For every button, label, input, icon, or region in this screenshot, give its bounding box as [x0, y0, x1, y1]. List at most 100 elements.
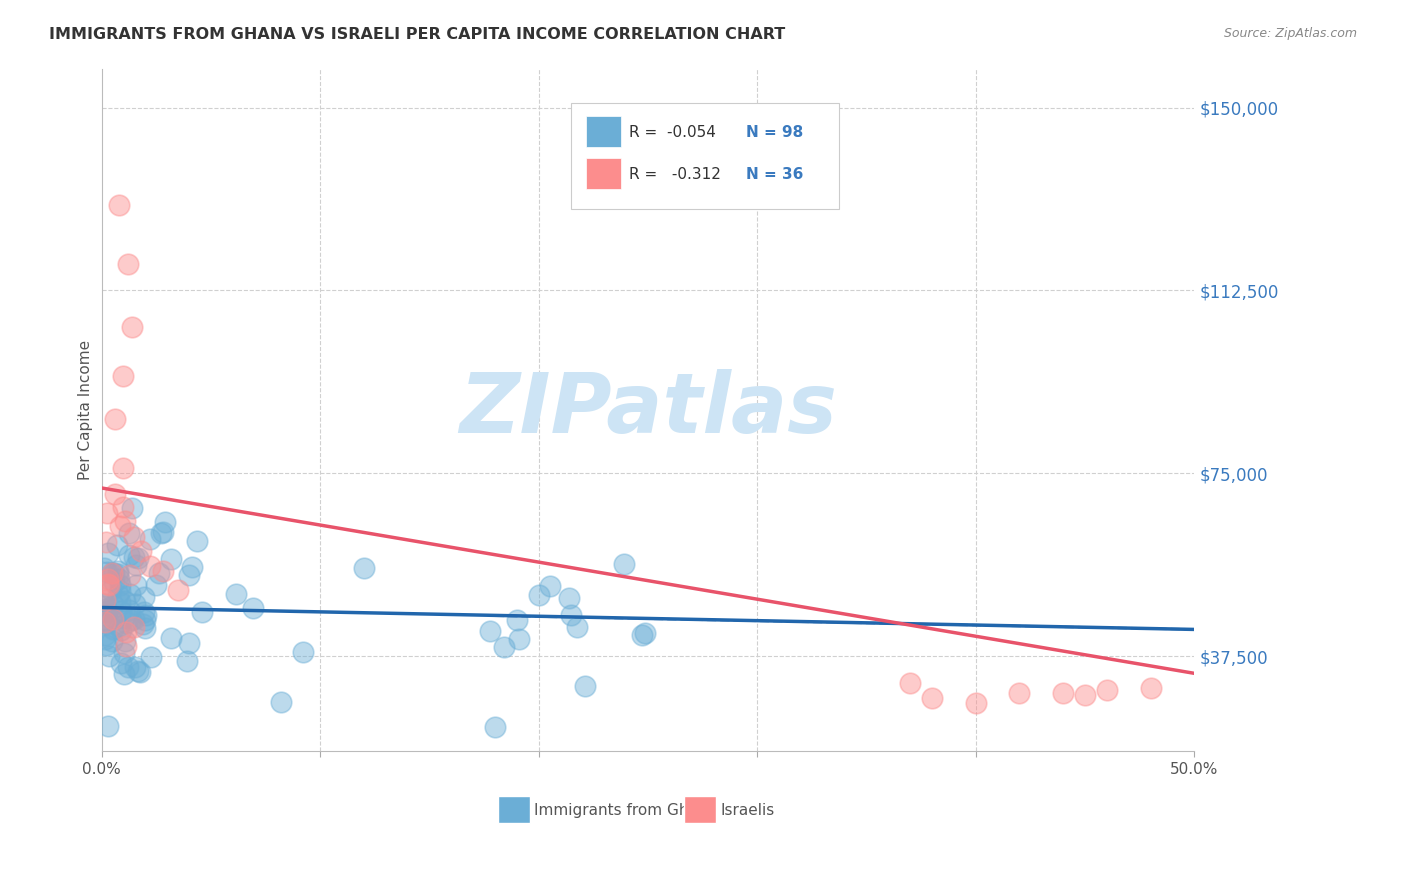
Point — [94, 628, 117, 642]
Point — [134, 621, 156, 635]
Point — [167, 583, 190, 598]
Point — [104, 486, 127, 500]
Point — [613, 557, 636, 571]
Text: ZIPatlas: ZIPatlas — [458, 369, 837, 450]
Point — [225, 586, 247, 600]
Point — [479, 624, 502, 639]
Point — [634, 626, 657, 640]
Point — [117, 660, 139, 674]
Point — [115, 615, 138, 630]
Point — [93, 632, 115, 646]
Point — [1008, 686, 1031, 700]
Point — [921, 690, 943, 705]
Point — [97, 577, 120, 591]
Point — [186, 534, 208, 549]
Point — [145, 577, 167, 591]
Point — [114, 633, 136, 648]
Point — [114, 594, 136, 608]
Point — [270, 695, 292, 709]
Point — [159, 552, 181, 566]
Point — [104, 412, 127, 426]
Point — [96, 604, 118, 618]
Point — [127, 664, 149, 678]
Point — [124, 530, 146, 544]
Point — [105, 538, 128, 552]
FancyBboxPatch shape — [586, 158, 620, 189]
Point — [567, 620, 589, 634]
Point — [494, 640, 516, 654]
Point — [631, 628, 654, 642]
Point — [122, 620, 145, 634]
Point — [152, 524, 174, 539]
Point — [898, 676, 921, 690]
Point — [132, 590, 155, 604]
Point — [96, 566, 118, 580]
Point — [108, 572, 131, 586]
Point — [107, 566, 129, 581]
Point — [93, 561, 115, 575]
Point — [93, 597, 115, 611]
Point — [100, 633, 122, 648]
Point — [122, 612, 145, 626]
Point — [153, 515, 176, 529]
Point — [108, 594, 131, 608]
Point — [101, 566, 124, 581]
Point — [100, 611, 122, 625]
Point — [965, 696, 987, 710]
Point — [112, 610, 135, 624]
Point — [110, 656, 132, 670]
Point — [114, 625, 136, 640]
Point — [96, 605, 118, 619]
Point — [149, 525, 172, 540]
Point — [117, 257, 139, 271]
Point — [108, 578, 131, 592]
Point — [574, 679, 596, 693]
Point — [191, 605, 214, 619]
Text: Israelis: Israelis — [720, 803, 775, 818]
Point — [108, 584, 131, 599]
Point — [135, 607, 157, 622]
Point — [124, 597, 146, 611]
Point — [508, 632, 530, 646]
Point — [108, 519, 131, 533]
Point — [181, 560, 204, 574]
Point — [93, 601, 115, 615]
Point — [1139, 681, 1161, 695]
Point — [353, 560, 375, 574]
Point — [129, 665, 152, 679]
Point — [97, 719, 120, 733]
Point — [108, 618, 131, 632]
Point — [110, 604, 132, 618]
Point — [118, 587, 141, 601]
Point — [291, 645, 314, 659]
Point — [139, 650, 162, 665]
Point — [111, 461, 134, 475]
Point — [93, 592, 115, 607]
Point — [101, 622, 124, 636]
Point — [134, 613, 156, 627]
Text: Immigrants from Ghana: Immigrants from Ghana — [534, 803, 717, 818]
Point — [117, 526, 139, 541]
Y-axis label: Per Capita Income: Per Capita Income — [79, 340, 93, 480]
Point — [131, 617, 153, 632]
Text: R =   -0.312: R = -0.312 — [630, 167, 721, 182]
Point — [112, 667, 135, 681]
Point — [558, 591, 581, 605]
Text: N = 36: N = 36 — [747, 167, 804, 182]
Point — [506, 613, 529, 627]
FancyBboxPatch shape — [683, 797, 716, 823]
FancyBboxPatch shape — [586, 116, 620, 147]
Point — [179, 568, 201, 582]
Point — [176, 653, 198, 667]
Point — [124, 549, 146, 564]
Point — [96, 507, 118, 521]
Point — [121, 320, 143, 334]
Point — [114, 515, 136, 529]
Point — [93, 613, 115, 627]
Point — [120, 613, 142, 627]
Point — [152, 564, 174, 578]
Point — [103, 566, 125, 580]
Point — [1052, 686, 1074, 700]
Point — [112, 368, 135, 383]
Point — [107, 588, 129, 602]
